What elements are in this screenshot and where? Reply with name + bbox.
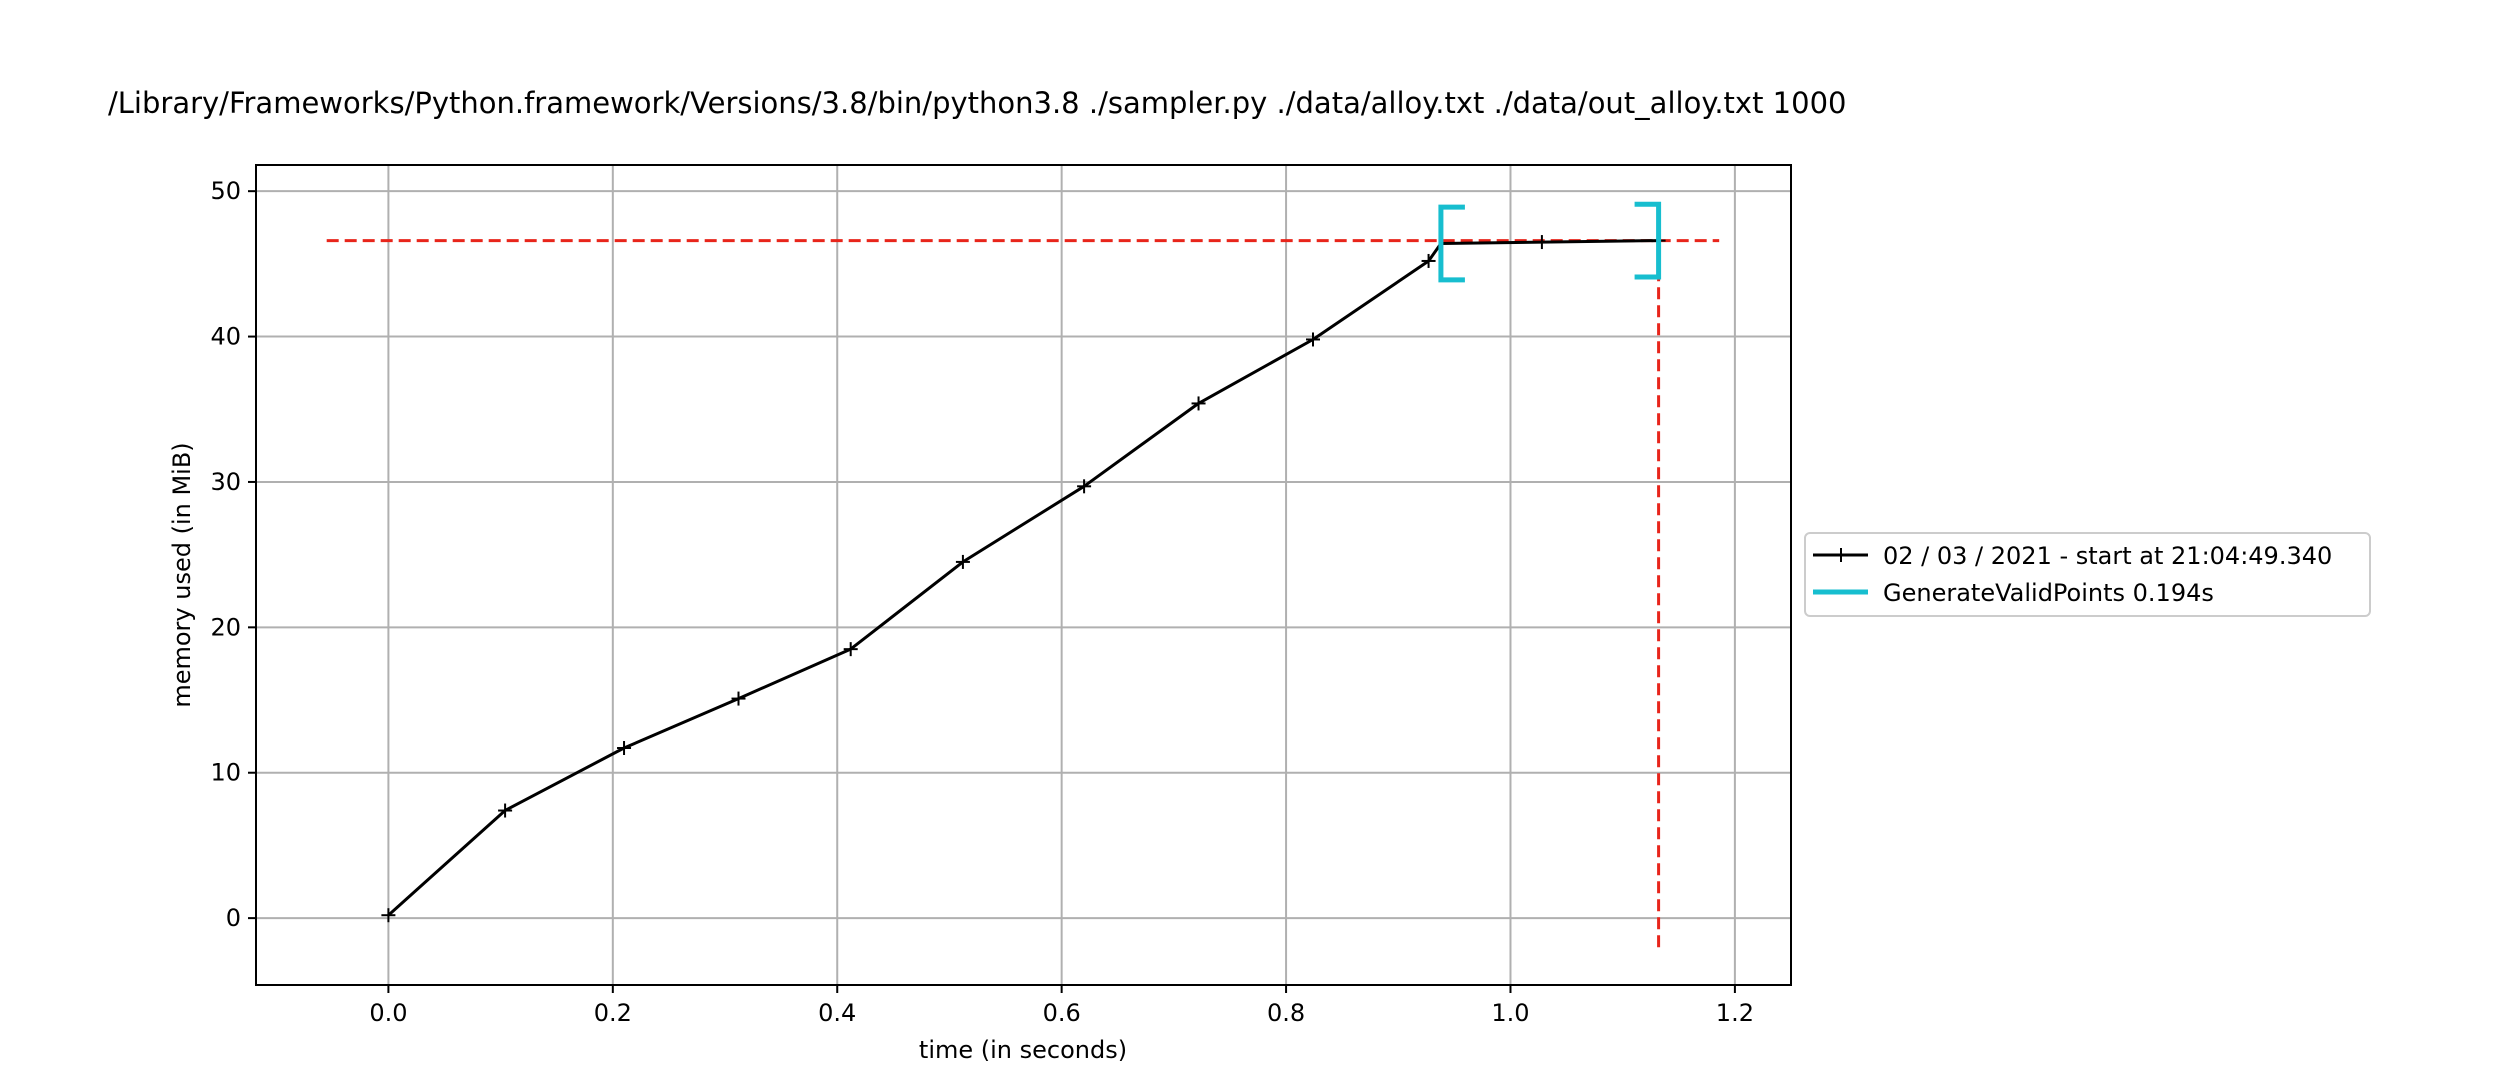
x-tick-label: 0.4	[818, 999, 856, 1027]
x-tick-label: 1.2	[1716, 999, 1754, 1027]
legend: 02 / 03 / 2021 - start at 21:04:49.340 G…	[1804, 532, 2371, 617]
legend-label-memory: 02 / 03 / 2021 - start at 21:04:49.340	[1883, 542, 2332, 570]
data-point-marker	[1421, 253, 1436, 268]
data-point-marker	[617, 741, 632, 756]
y-tick-label: 10	[210, 759, 241, 787]
plot-frame	[255, 164, 1792, 986]
y-axis-ticks: 0 10 20 30 40 50	[210, 177, 256, 932]
x-tick-label: 0.2	[594, 999, 632, 1027]
y-tick-label: 20	[210, 613, 241, 641]
data-point-marker	[843, 642, 858, 657]
grid-lines	[256, 165, 1791, 985]
legend-label-function: GenerateValidPoints 0.194s	[1883, 579, 2214, 607]
data-point-marker	[1191, 396, 1206, 411]
data-point-marker	[955, 554, 970, 569]
x-axis-ticks: 0.0 0.2 0.4 0.6 0.8 1.0 1.2	[369, 985, 1754, 1027]
data-point-marker	[731, 691, 746, 706]
y-tick-label: 40	[210, 323, 241, 351]
plot-title: /Library/Frameworks/Python.framework/Ver…	[108, 86, 1847, 120]
y-tick-label: 30	[210, 468, 241, 496]
plot-area	[256, 165, 1791, 985]
data-point-marker	[498, 803, 513, 818]
y-tick-label: 50	[210, 177, 241, 205]
x-tick-label: 0.8	[1267, 999, 1305, 1027]
y-axis-title: memory used (in MiB)	[168, 442, 196, 707]
legend-box	[1804, 532, 2371, 617]
peak-guide-lines	[326, 239, 1720, 948]
legend-swatch-plus-marker	[1834, 548, 1848, 562]
function-bracket	[1438, 201, 1662, 283]
data-point-marker	[1077, 479, 1092, 494]
y-tick-label: 0	[226, 904, 241, 932]
data-point-marker	[1534, 235, 1549, 250]
x-tick-label: 0.6	[1043, 999, 1081, 1027]
x-tick-label: 1.0	[1491, 999, 1529, 1027]
x-axis-title: time (in seconds)	[919, 1036, 1127, 1064]
bracket-start	[1438, 204, 1465, 283]
data-point-marker	[381, 908, 396, 923]
bracket-end	[1634, 201, 1662, 280]
data-point-marker	[1305, 332, 1320, 347]
x-tick-label: 0.0	[369, 999, 407, 1027]
